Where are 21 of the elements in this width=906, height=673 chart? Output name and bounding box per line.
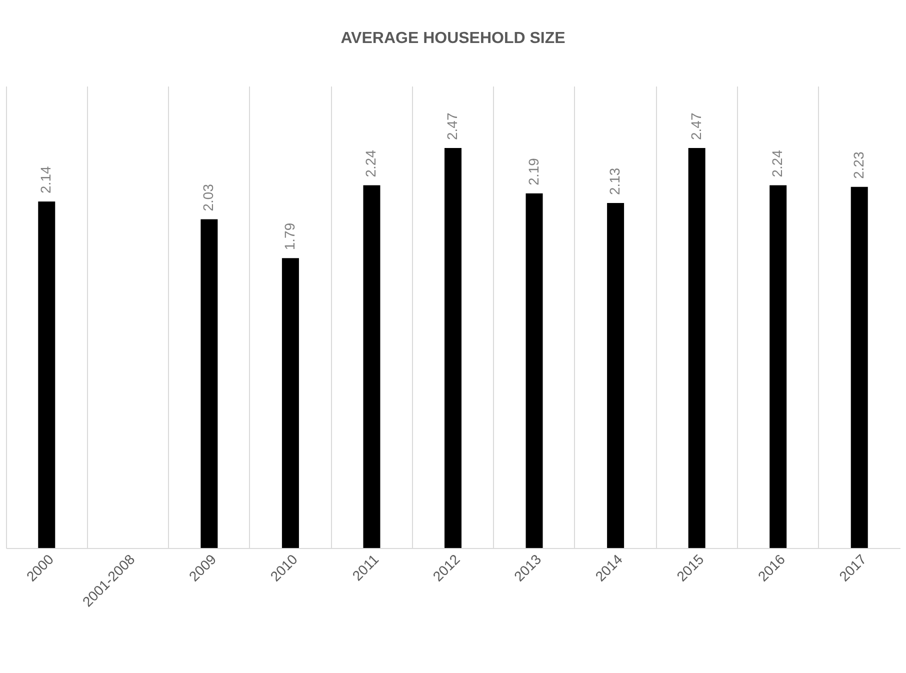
bar <box>607 203 624 548</box>
bar <box>200 219 218 548</box>
data-label: 2.23 <box>850 151 866 179</box>
data-label: 1.79 <box>281 222 298 250</box>
data-label: 2.24 <box>769 150 786 178</box>
data-label: 2.47 <box>444 112 460 140</box>
data-label: 2.14 <box>38 166 54 194</box>
bar <box>850 186 868 548</box>
bar <box>444 148 462 548</box>
bar <box>363 185 380 548</box>
bar <box>526 193 543 548</box>
bar <box>688 148 706 548</box>
data-label: 2.03 <box>200 184 216 212</box>
data-label: 2.47 <box>688 112 704 140</box>
bar <box>770 185 787 548</box>
data-label: 2.19 <box>525 158 542 186</box>
bar <box>282 258 299 548</box>
chart-title: AVERAGE HOUSEHOLD SIZE <box>340 30 566 47</box>
bar <box>38 201 56 548</box>
data-label: 2.24 <box>362 150 379 178</box>
data-label: 2.13 <box>606 168 623 196</box>
